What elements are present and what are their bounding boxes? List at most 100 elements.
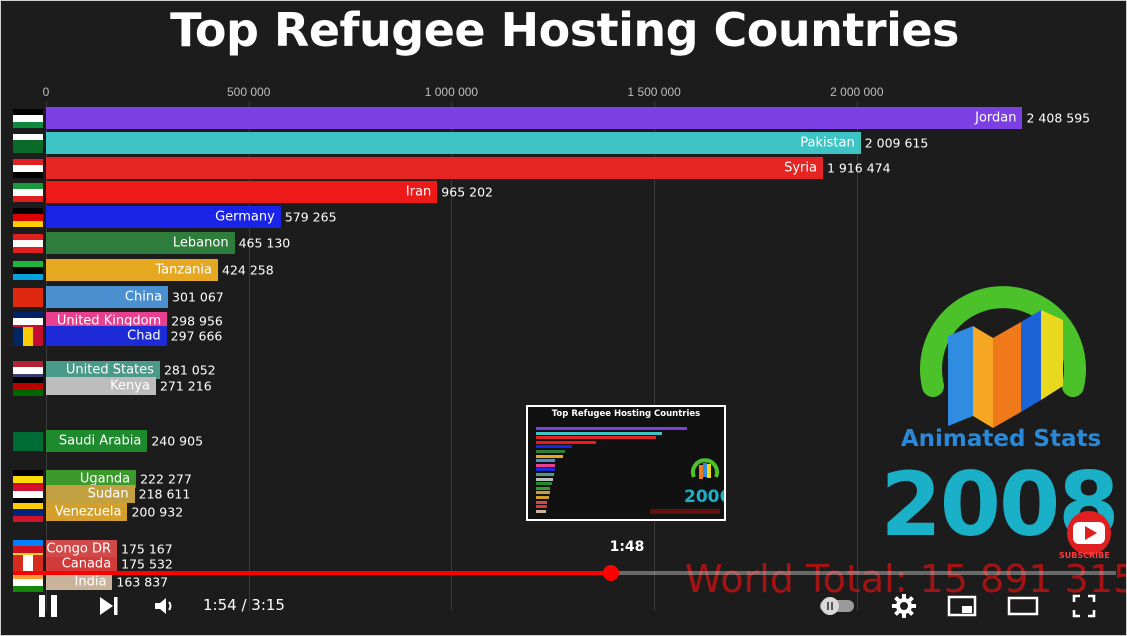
preview-year: 2006 [684,487,724,507]
bar-sudan: Sudan [46,485,135,503]
progress-played [13,571,612,575]
bar-label: Canada [61,556,112,572]
preview-bar [536,496,549,499]
preview-title: Top Refugee Hosting Countries [551,409,701,419]
preview-bar [536,505,547,509]
settings-button[interactable] [887,591,921,621]
preview-bar [536,431,662,435]
bar-syria: Syria [46,157,823,179]
subscribe-icon[interactable] [1063,509,1115,561]
bar-canada: Canada [46,556,118,572]
preview-bar [536,450,566,453]
bar-value: 298 956 [171,313,223,329]
next-button[interactable] [91,591,125,621]
bar-label: Congo DR [46,541,112,557]
progress-scrubber[interactable] [603,565,620,581]
preview-bar [536,482,552,486]
bar-saudi: Saudi Arabia [46,430,148,452]
x-tick-label: 500 000 [227,85,271,99]
bar-value: 175 167 [121,541,173,557]
bar-label: Iran [405,184,432,200]
gridline [46,101,47,611]
bar-congo: Congo DR [46,540,118,558]
bar-label: Pakistan [800,135,855,151]
time-display: 1:54 / 3:15 [203,596,285,614]
progress-bar[interactable] [13,571,1116,575]
bar-value: 218 611 [138,486,191,502]
bar-value: 424 258 [222,262,274,278]
bar-label: Venezuela [54,504,122,520]
bar-value: 281 052 [163,362,216,378]
subscribe-label: SUBSCRIBE [1059,551,1110,560]
bar-uganda: Uganda [46,470,137,488]
bar-chad: Chad [46,326,167,346]
bar-germany: Germany [46,206,281,228]
bar-tanzania: Tanzania [46,259,218,281]
gridline [248,101,250,611]
bar-label: Tanzania [155,262,212,278]
bar-label: India [74,574,107,590]
gridline [654,101,656,611]
preview-bar [536,454,563,458]
preview-bar [536,509,547,513]
skip-next-icon [100,597,118,615]
india-flag-icon [13,573,43,592]
bar-value: 297 666 [170,328,223,344]
gear-icon [892,594,916,618]
jordan-flag-icon [13,109,43,128]
bar-value: 240 905 [151,433,204,449]
fullscreen-button[interactable] [1067,591,1101,621]
bar-label: United States [65,362,154,378]
miniplayer-icon [947,595,977,617]
volume-icon [155,598,172,614]
seek-preview-thumbnail: Top Refugee Hosting Countries 2006 [526,405,726,521]
preview-timestamp: 1:48 [609,539,645,555]
bar-label: Chad [127,328,161,344]
preview-bar [536,500,547,504]
x-tick-label: 1 500 000 [627,85,681,99]
syria-flag-icon [13,159,43,178]
animated-stats-logo [920,286,1086,428]
world-total: World Total: 15 891 315 [685,557,1127,601]
preview-bar [536,473,554,476]
bar-kenya: Kenya [46,377,156,395]
bar-label: Jordan [975,110,1017,126]
bar-uk: United Kingdom [46,312,168,330]
bar-iran: Iran [46,181,438,203]
kenya-flag-icon [13,377,43,396]
bar-value: 1 916 474 [826,160,891,176]
bar-value: 163 837 [116,574,169,590]
preview-bar [536,486,550,490]
bar-label: Lebanon [172,235,229,251]
bar-value: 222 277 [140,471,192,487]
pause-button[interactable] [31,591,65,621]
bar-usa: United States [46,361,160,379]
iran-flag-icon [13,183,43,202]
bar-label: Sudan [87,486,129,502]
miniplayer-button[interactable] [945,591,979,621]
preview-bar [536,477,553,481]
preview-bar [536,468,555,472]
preview-bar [536,459,555,463]
autoplay-toggle[interactable] [813,591,861,621]
bar-label: Kenya [110,378,150,394]
venezuela-flag-icon [13,503,43,522]
theater-icon [1007,596,1039,616]
bar-value: 200 932 [131,504,184,520]
x-tick-label: 1 000 000 [424,85,479,99]
fullscreen-icon [1072,594,1096,618]
lebanon-flag-icon [13,234,43,253]
bar-value: 965 202 [441,184,493,200]
bar-label: United Kingdom [56,313,162,329]
gridline [856,101,858,611]
preview-bar [536,427,687,430]
bar-value: 175 532 [121,556,173,572]
volume-button[interactable] [149,591,179,621]
sudan-flag-icon [13,485,43,504]
theater-mode-button[interactable] [1005,591,1041,621]
bar-label: Uganda [79,471,131,487]
preview-bar [536,445,573,449]
bar-lebanon: Lebanon [46,232,235,254]
bar-value: 2 408 595 [1026,110,1091,126]
